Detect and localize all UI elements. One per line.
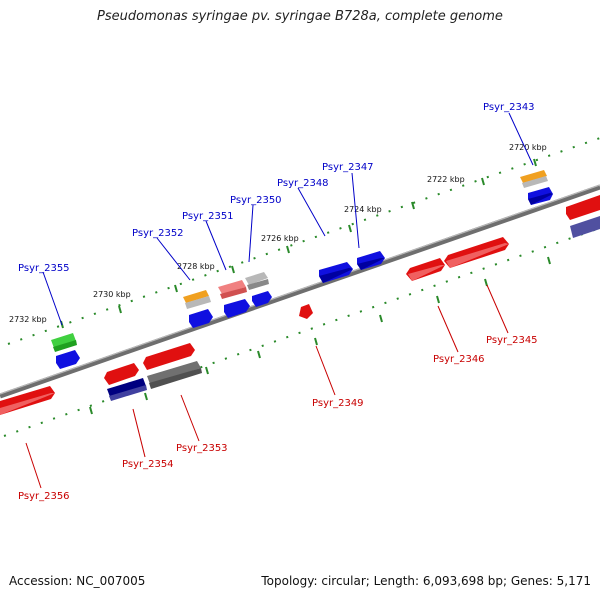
gene-feature (522, 176, 548, 188)
forward-tick-track (7, 137, 600, 345)
forward-gene-features (51, 170, 600, 369)
gene-feature (520, 170, 547, 183)
gene-feature (218, 280, 246, 294)
scale-label: 2732 kbp (9, 315, 47, 324)
gene-feature (104, 363, 139, 385)
gene-feature (566, 195, 600, 220)
major-ticks (60, 158, 551, 415)
gene-feature (183, 290, 209, 303)
scale-label: 2728 kbp (177, 262, 215, 271)
gene-feature (299, 304, 313, 319)
gene-feature (446, 243, 509, 268)
scale-label: 2720 kbp (509, 143, 547, 152)
scale-label: 2722 kbp (427, 175, 465, 184)
accession-label: Accession: NC_007005 (9, 574, 146, 588)
gene-label-psyr-2350[interactable]: Psyr_2350 (230, 195, 282, 206)
gene-feature (189, 309, 213, 328)
gene-label-psyr-2347[interactable]: Psyr_2347 (322, 162, 374, 173)
gene-label-psyr-2351[interactable]: Psyr_2351 (182, 211, 234, 222)
gene-label-psyr-2345[interactable]: Psyr_2345 (486, 335, 538, 346)
gene-feature (220, 287, 247, 299)
gene-label-psyr-2352[interactable]: Psyr_2352 (132, 228, 184, 239)
gene-feature (528, 193, 553, 205)
gene-feature (357, 258, 385, 270)
gene-feature (0, 393, 55, 415)
gene-feature (224, 299, 250, 318)
gene-feature (245, 272, 268, 285)
gene-feature (109, 385, 147, 401)
gene-feature (247, 279, 269, 290)
reverse-leader-lines (25, 284, 509, 489)
gene-feature (143, 343, 195, 370)
gene-feature (319, 268, 353, 283)
scale-label: 2730 kbp (93, 290, 131, 299)
gene-feature (53, 340, 77, 352)
forward-leader-lines (42, 112, 534, 326)
gene-label-psyr-2348[interactable]: Psyr_2348 (277, 178, 329, 189)
map-title: Pseudomonas syringae pv. syringae B728a,… (97, 9, 503, 24)
gene-label-psyr-2346[interactable]: Psyr_2346 (433, 354, 485, 365)
genome-summary: Topology: circular; Length: 6,093,698 bp… (261, 574, 591, 588)
gene-feature (185, 296, 211, 309)
gene-label-psyr-2355[interactable]: Psyr_2355 (18, 263, 70, 274)
gene-feature (252, 291, 272, 307)
gene-label-psyr-2356[interactable]: Psyr_2356 (18, 491, 70, 502)
gene-feature (51, 333, 76, 348)
reverse-gene-features (0, 195, 600, 415)
genome-backbone (0, 184, 600, 399)
gene-feature (570, 216, 600, 238)
gene-feature (408, 265, 445, 281)
gene-label-psyr-2349[interactable]: Psyr_2349 (312, 398, 364, 409)
gene-label-psyr-2353[interactable]: Psyr_2353 (176, 443, 228, 454)
gene-label-psyr-2354[interactable]: Psyr_2354 (122, 459, 174, 470)
gene-feature (56, 350, 80, 369)
reverse-tick-track (3, 227, 600, 437)
gene-feature (107, 378, 146, 397)
gene-feature (149, 368, 202, 389)
gene-feature (147, 361, 201, 384)
scale-label: 2726 kbp (261, 234, 299, 243)
scale-label: 2724 kbp (344, 205, 382, 214)
genome-backbone-highlight (0, 184, 600, 395)
gene-label-psyr-2343[interactable]: Psyr_2343 (483, 102, 535, 113)
